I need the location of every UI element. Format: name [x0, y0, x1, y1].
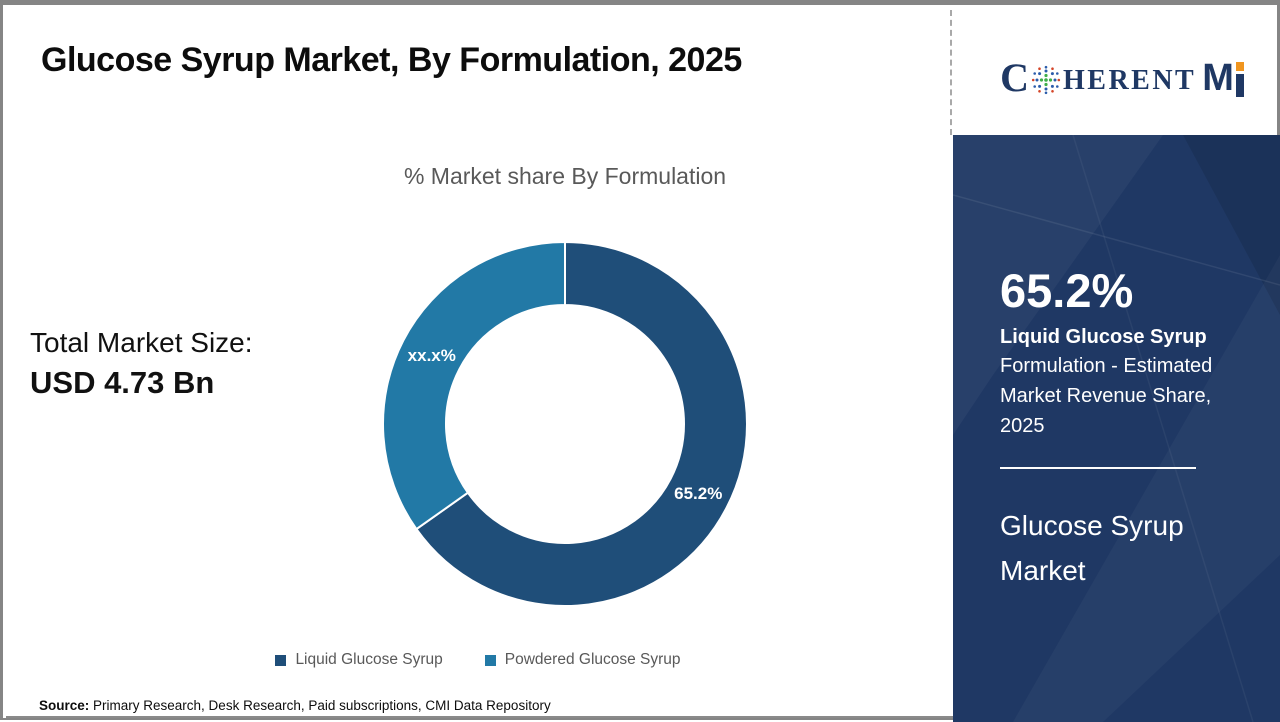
- sidebar-desc-line2: Market Revenue Share,: [1000, 384, 1212, 407]
- chart-legend: Liquid Glucose Syrup Powdered Glucose Sy…: [3, 651, 953, 669]
- logo-globe-icon: [1031, 65, 1061, 95]
- slice-label-0: 65.2%: [674, 484, 722, 503]
- donut-chart: 65.2% xx.x%: [375, 234, 755, 614]
- source-label: Source:: [39, 698, 90, 713]
- source-text: Primary Research, Desk Research, Paid su…: [93, 698, 551, 713]
- donut-slice-0: [415, 240, 748, 607]
- logo-i-mark-icon: [1235, 61, 1244, 97]
- legend-item-powdered: Powdered Glucose Syrup: [484, 651, 681, 669]
- sidebar-market-name: Glucose Syrup Market: [1000, 503, 1280, 593]
- total-market-size-value: USD 4.73 Bn: [30, 365, 215, 400]
- sidebar-share-title: Liquid Glucose Syrup: [1000, 325, 1207, 348]
- total-market-size-label: Total Market Size:: [30, 327, 253, 358]
- legend-swatch-liquid: [275, 654, 287, 666]
- coherent-mi-logo: C: [991, 53, 1253, 103]
- sidebar-market-line2: Market: [1000, 554, 1086, 586]
- highlight-sidebar: 65.2% Liquid Glucose Syrup Formulation -…: [953, 135, 1280, 722]
- legend-swatch-powdered: [484, 654, 496, 666]
- chart-title: % Market share By Formulation: [403, 163, 727, 189]
- total-market-size-block: Total Market Size: USD 4.73 Bn: [30, 327, 253, 401]
- page-title: Glucose Syrup Market, By Formulation, 20…: [41, 41, 742, 79]
- legend-label-liquid: Liquid Glucose Syrup: [295, 651, 443, 668]
- logo-letters-herent: HERENT: [1062, 65, 1197, 96]
- logo-letter-m: M: [1202, 57, 1234, 99]
- sidebar-desc-line3: 2025: [1000, 414, 1045, 437]
- sidebar-share-value: 65.2%: [1000, 264, 1134, 317]
- legend-label-powdered: Powdered Glucose Syrup: [504, 651, 681, 668]
- sidebar-market-line1: Glucose Syrup: [1000, 509, 1184, 541]
- sidebar-desc-line1: Formulation - Estimated: [1000, 354, 1213, 377]
- slice-label-1: xx.x%: [408, 346, 456, 365]
- header-dashed-divider: [950, 10, 952, 135]
- logo-letter-c: C: [1000, 55, 1029, 100]
- sidebar-map-texture: [953, 135, 1280, 722]
- source-note: Source: Primary Research, Desk Research,…: [39, 698, 551, 713]
- sidebar-divider: [1000, 466, 1196, 469]
- bottom-rule: [6, 716, 953, 718]
- donut-slice-1: [382, 240, 566, 531]
- sidebar-share-description: Formulation - Estimated Market Revenue S…: [1000, 351, 1280, 441]
- legend-item-liquid: Liquid Glucose Syrup: [275, 651, 443, 669]
